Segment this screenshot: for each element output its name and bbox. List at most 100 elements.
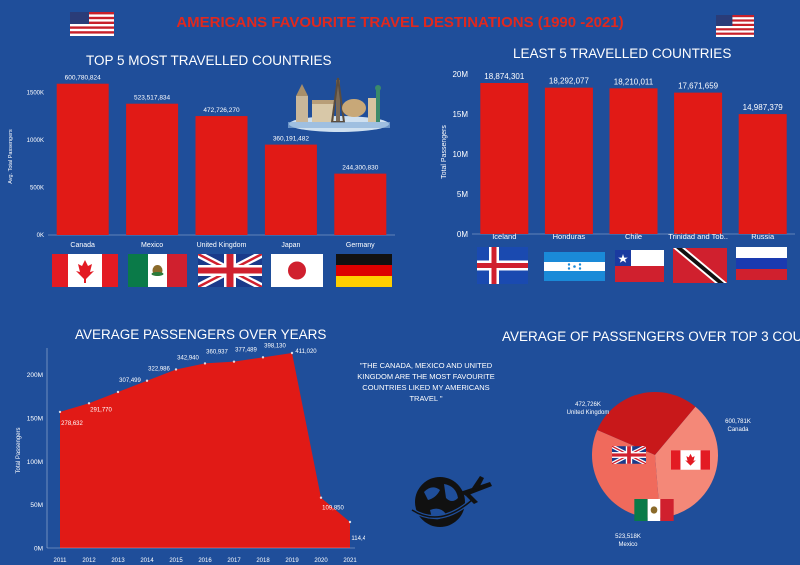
top3-pie-chart: 472,726K United Kingdom 600,781K Canada 523,… — [567, 392, 751, 548]
bar-honduras — [544, 87, 593, 234]
years-chart-title: AVERAGE PASSENGERS OVER YEARS — [75, 327, 327, 342]
y-tick-label: 20M — [452, 70, 468, 79]
x-tick-label: 2015 — [169, 558, 183, 564]
top5-chart-title: TOP 5 MOST TRAVELLED COUNTRIES — [86, 53, 332, 68]
y-tick-label: 200M — [27, 372, 43, 379]
x-tick-label: 2014 — [140, 558, 154, 564]
bar-iceland — [480, 83, 529, 235]
data-point — [58, 410, 62, 414]
iceland-flag-icon — [477, 247, 528, 284]
y-tick-label: 0M — [34, 546, 43, 553]
us-flag-icon-right — [716, 15, 754, 37]
united-kingdom-flag-icon — [198, 254, 262, 287]
area-series — [60, 353, 350, 548]
slice-name-label: Mexico — [618, 542, 638, 548]
x-tick-label: Japan — [281, 242, 300, 249]
y-tick-label: 150M — [27, 416, 43, 423]
pie-chart-title: AVERAGE OF PASSENGERS OVER TOP 3 COUNTR — [502, 329, 800, 344]
slice-value-label: 523,518K — [615, 534, 641, 540]
data-label: 291,770 — [90, 407, 112, 413]
data-label: 18,210,011 — [614, 77, 654, 86]
x-tick-label: 2013 — [111, 558, 125, 564]
mexico-flag-icon — [128, 254, 187, 287]
data-label: 398,130 — [264, 343, 286, 349]
data-label: 360,191,482 — [273, 136, 310, 143]
data-label: 278,632 — [61, 421, 83, 427]
bar-russia — [738, 114, 787, 234]
x-tick-label: Mexico — [141, 242, 163, 249]
x-tick-label: 2012 — [82, 558, 96, 564]
x-tick-label: Trinidad and Tob.. — [668, 232, 728, 241]
honduras-flag-icon — [544, 252, 605, 281]
x-tick-label: United Kingdom — [197, 242, 247, 249]
russia-flag-icon — [736, 247, 787, 280]
data-point — [145, 379, 149, 382]
canada-flag-icon-pie — [671, 450, 710, 470]
y-tick-label: 5M — [457, 190, 468, 199]
x-tick-label: 2020 — [314, 558, 328, 564]
bar-germany — [334, 173, 387, 235]
x-tick-label: Iceland — [492, 232, 516, 241]
x-tick-label: 2016 — [198, 558, 212, 564]
quote-text: "THE CANADA, MEXICO AND UNITED KINGDOM A… — [357, 361, 495, 403]
data-point — [116, 390, 120, 394]
y-tick-label: 0K — [37, 233, 44, 239]
data-label: 600,780,824 — [65, 75, 102, 82]
globe-airplane-icon — [410, 476, 492, 527]
data-label: 307,499 — [119, 378, 141, 384]
years-area-chart: 0M 50M 100M 150M 200M Total Passengers 2011 278… — [16, 343, 365, 564]
data-point — [87, 402, 91, 405]
bar-mexico — [126, 103, 179, 235]
data-point — [203, 362, 207, 365]
y-tick-label: 15M — [452, 110, 468, 119]
x-tick-label: 2017 — [227, 558, 241, 564]
data-label: 472,726,270 — [203, 107, 240, 114]
slice-value-label: 600,781K — [725, 419, 751, 425]
top5-bar-chart: 0K 500K 1000K 1500K Avg. Total Passengers 600… — [8, 75, 395, 249]
data-label: 342,940 — [177, 355, 199, 361]
monuments-icon — [288, 77, 390, 132]
y-tick-label: 10M — [452, 150, 468, 159]
data-label: 322,986 — [148, 367, 170, 373]
data-label: 14,987,379 — [743, 103, 784, 112]
bar-canada — [56, 83, 109, 235]
data-label: 244,300,830 — [342, 165, 379, 172]
y-tick-label: 500K — [30, 185, 44, 191]
y-tick-label: 100M — [27, 459, 43, 466]
data-point — [261, 356, 265, 359]
data-label: 377,489 — [235, 348, 257, 354]
y-tick-label: 1000K — [27, 138, 44, 144]
data-point — [290, 351, 294, 355]
y-axis-label: Total Passengers — [16, 427, 22, 473]
x-tick-label: Canada — [70, 242, 95, 249]
y-tick-label: 50M — [30, 502, 43, 509]
y-axis-label: Total Passengers — [441, 125, 448, 179]
y-axis-label: Avg. Total Passengers — [8, 129, 14, 184]
canada-flag-icon — [52, 254, 118, 287]
bar-united-kingdom — [195, 116, 248, 235]
germany-flag-icon — [336, 254, 392, 287]
mexico-flag-icon-pie — [634, 499, 674, 521]
data-point — [232, 360, 236, 363]
bar-japan — [264, 144, 317, 235]
data-point — [348, 520, 352, 524]
data-label: 17,671,659 — [678, 82, 719, 91]
x-tick-label: 2011 — [54, 558, 68, 564]
chile-flag-icon — [615, 250, 664, 282]
slice-name-label: Canada — [727, 427, 749, 433]
x-tick-label: 2018 — [256, 558, 270, 564]
x-tick-label: Germany — [346, 242, 375, 249]
x-tick-label: Chile — [625, 232, 642, 241]
us-flag-icon-left — [70, 12, 114, 36]
united-kingdom-flag-icon-pie — [612, 446, 646, 464]
slice-value-label: 472,726K — [575, 402, 601, 408]
data-label: 411,020 — [295, 349, 317, 355]
data-label: 360,937 — [206, 349, 228, 355]
data-point — [174, 368, 178, 371]
data-label: 114,437 — [351, 536, 365, 542]
x-tick-label: Honduras — [553, 232, 586, 241]
data-point — [319, 496, 323, 499]
least5-bar-chart: 0M 5M 10M 15M 20M Total Passengers 18,874,301 I… — [441, 70, 795, 241]
data-label: 18,874,301 — [484, 72, 525, 81]
least5-chart-title: LEAST 5 TRAVELLED COUNTRIES — [513, 46, 732, 61]
